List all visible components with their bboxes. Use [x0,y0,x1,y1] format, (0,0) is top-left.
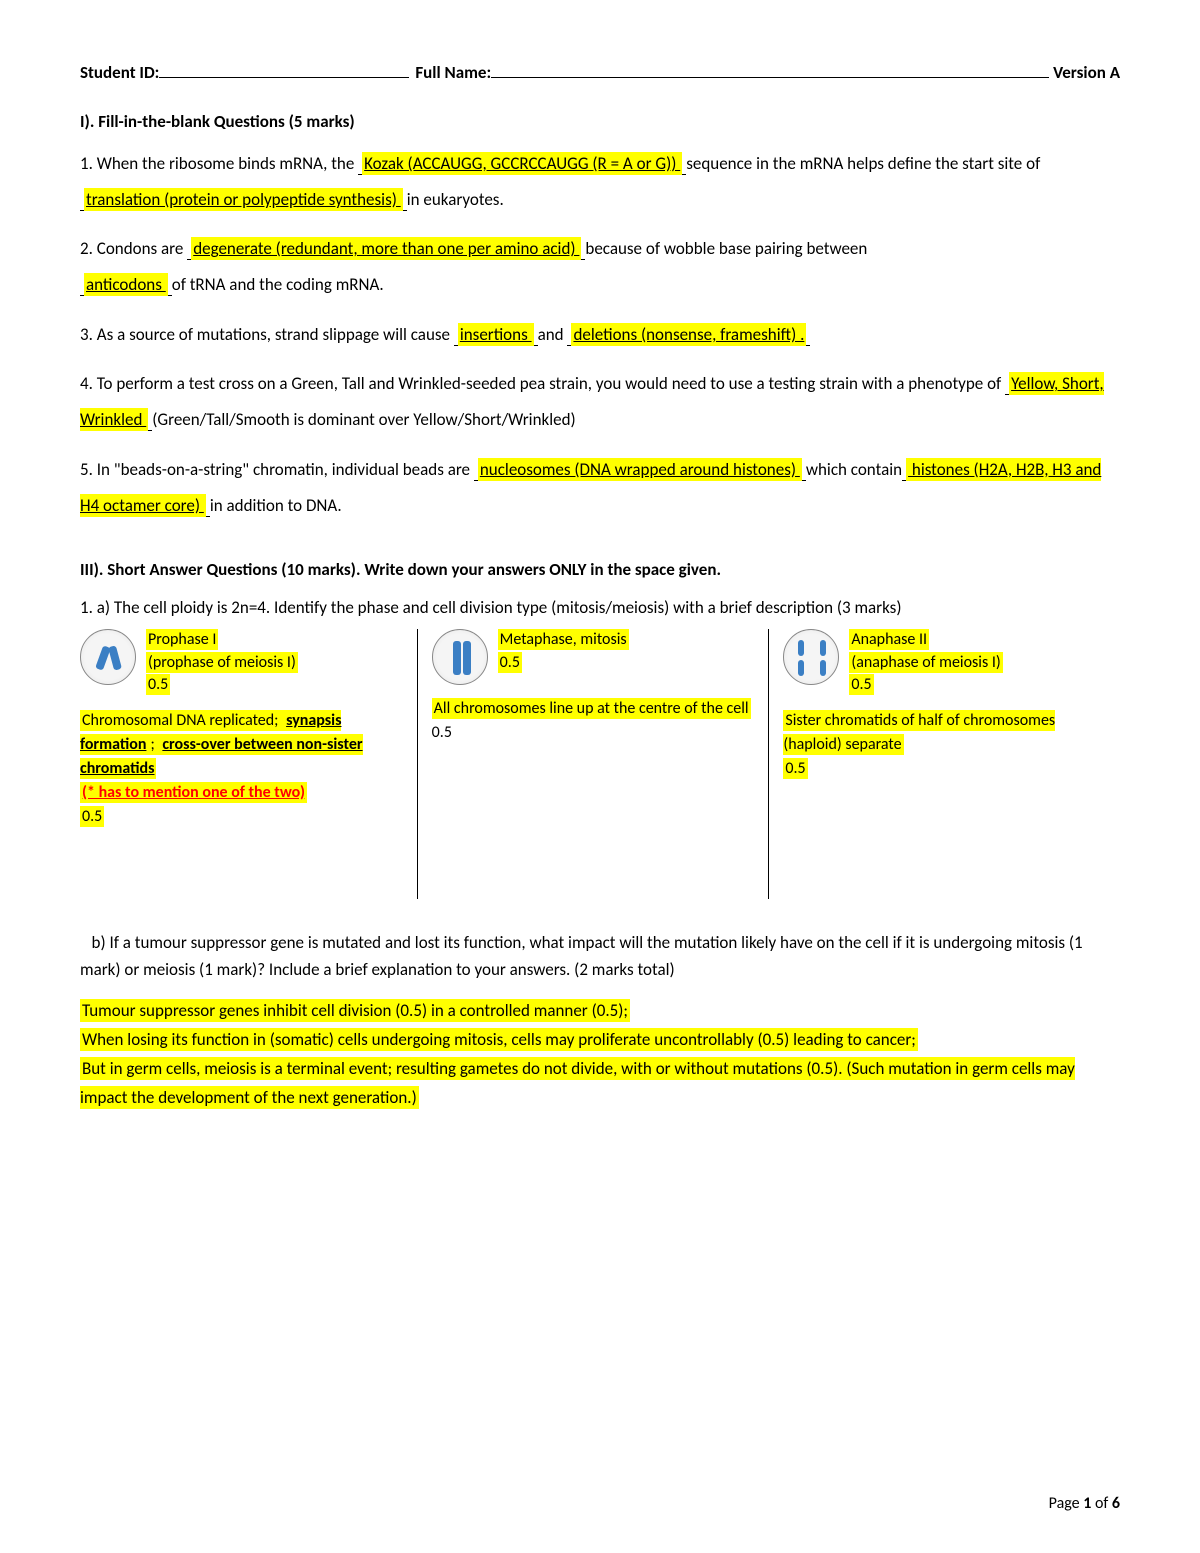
phase-label-2: Metaphase, mitosis 0.5 [498,629,629,674]
ans-l3: But in germ cells, meiosis is a terminal… [80,1057,1075,1109]
p3-pts: 0.5 [849,674,873,695]
q2-text-a: 2. Condons are [80,238,187,259]
footer-page-of: of [1091,1494,1112,1513]
column2-body: All chromosomes line up at the centre of… [432,697,755,887]
q5-answer1: nucleosomes (DNA wrapped around histones… [478,458,802,481]
column3-body: Sister chromatids of half of chromosomes… [783,709,1106,899]
column-prophase: Prophase I (prophase of meiosis I) 0.5 C… [80,629,417,898]
page-footer: Page 1 of 6 [1049,1494,1120,1513]
q3-answer2: deletions (nonsense, frameshift) . [571,323,806,346]
p3-line1: Anaphase II [849,629,929,650]
c3-b1: Sister chromatids of half of chromosomes… [783,710,1055,755]
question-5: 5. In "beads-on-a-string" chromatin, ind… [80,452,1120,523]
q1-answer2: translation (protein or polypeptide synt… [84,188,403,211]
question-4: 4. To perform a test cross on a Green, T… [80,366,1120,437]
cell-icon-anaphase [783,629,839,685]
question-3: 3. As a source of mutations, strand slip… [80,317,1120,353]
q1-text-a: 1. When the ribosome binds mRNA, the [80,153,358,174]
column1-body: Chromosomal DNA replicated; synapsis for… [80,709,403,899]
answer-block-1b: Tumour suppressor genes inhibit cell div… [80,997,1120,1113]
c3-pts: 0.5 [783,758,807,779]
q3-text-b: and [538,324,568,345]
q5-text-c: in addition to DNA. [210,495,342,516]
phase-columns: Prophase I (prophase of meiosis I) 0.5 C… [80,629,1120,898]
p1-line1: Prophase I [146,629,218,650]
q4-text-a: 4. To perform a test cross on a Green, T… [80,373,1005,394]
student-id-blank[interactable] [159,60,409,78]
c2-pts: 0.5 [432,723,452,742]
q1-text-c: in eukaryotes. [407,189,504,210]
p1-line2: (prophase of meiosis I) [146,652,298,673]
ans-l1: Tumour suppressor genes inhibit cell div… [80,999,630,1022]
phase-label-3: Anaphase II (anaphase of meiosis I) 0.5 [849,629,1002,696]
full-name-label: Full Name: [415,62,491,83]
section3-title: III). Short Answer Questions (10 marks).… [80,559,1120,580]
q2-answer2: anticodons [84,273,168,296]
section1-title: I). Fill-in-the-blank Questions (5 marks… [80,111,1120,132]
cell-icon-prophase [80,629,136,685]
p2-line1: Metaphase, mitosis [498,629,629,650]
c1-red: (* has to mention one of the two) [80,782,307,803]
q3-text-a: 3. As a source of mutations, strand slip… [80,324,454,345]
p3-line2: (anaphase of meiosis I) [849,652,1002,673]
student-id-label: Student ID: [80,62,159,83]
q3-answer1: insertions [458,323,534,346]
full-name-blank[interactable] [491,60,1049,78]
column-metaphase: Metaphase, mitosis 0.5 All chromosomes l… [417,629,769,898]
q5-text-b: which contain [806,459,902,480]
p2-pts: 0.5 [498,652,522,673]
page: Student ID: Full Name: Version A I). Fil… [0,0,1200,1553]
column-anaphase: Anaphase II (anaphase of meiosis I) 0.5 … [768,629,1120,898]
cell-icon-metaphase [432,629,488,685]
question-3-1a: 1. a) The cell ploidy is 2n=4. Identify … [80,594,1120,621]
question-2: 2. Condons are degenerate (redundant, mo… [80,231,1120,302]
footer-page-a: Page [1049,1494,1084,1513]
q1-text-b: sequence in the mRNA helps define the st… [686,153,1040,174]
c1-b1: Chromosomal DNA replicated; [80,710,284,731]
q2-answer1: degenerate (redundant, more than one per… [191,237,581,260]
q2-text-c: of tRNA and the coding mRNA. [172,274,384,295]
version-label: Version A [1053,62,1120,83]
q1-answer1: Kozak (ACCAUGG, GCCRCCAUGG (R = A or G)) [362,152,682,175]
question-1: 1. When the ribosome binds mRNA, the Koz… [80,146,1120,217]
q5-text-a: 5. In "beads-on-a-string" chromatin, ind… [80,459,474,480]
q4-text-b: (Green/Tall/Smooth is dominant over Yell… [152,409,575,430]
ans-l2: When losing its function in (somatic) ce… [80,1028,918,1051]
c1-pts: 0.5 [80,806,104,827]
footer-page-total: 6 [1112,1494,1120,1513]
p1-pts: 0.5 [146,674,170,695]
q2-text-b: because of wobble base pairing between [585,238,867,259]
c1-sep: ; [148,734,160,755]
header-row: Student ID: Full Name: Version A [80,60,1120,83]
c2-b1: All chromosomes line up at the centre of… [432,698,751,719]
question-3-1b: b) If a tumour suppressor gene is mutate… [80,929,1120,983]
phase-label-1: Prophase I (prophase of meiosis I) 0.5 [146,629,298,696]
